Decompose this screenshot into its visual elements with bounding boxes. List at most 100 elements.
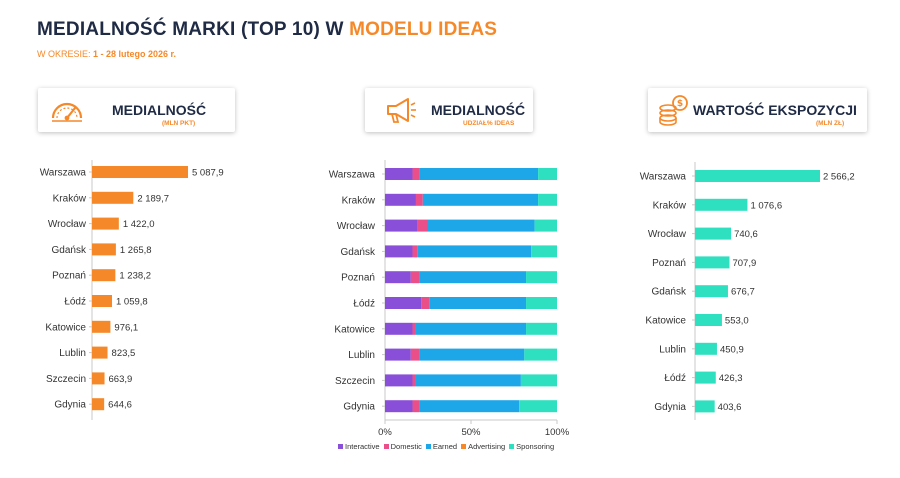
legend-swatch	[425, 444, 431, 449]
legend-label: Advertising	[468, 442, 506, 451]
bar	[92, 217, 119, 230]
bar-segment	[385, 348, 411, 361]
card-medialnosc-pkt: MEDIALNOŚĆ (MLN PKT)	[38, 88, 235, 132]
card-title: WARTOŚĆ EKSPOZYCJI	[693, 102, 857, 118]
bar-segment	[519, 400, 557, 413]
bar-segment	[417, 219, 428, 232]
bar-segment	[412, 168, 420, 180]
bar-segment	[520, 374, 557, 387]
value-label: 644,6	[108, 400, 132, 411]
value-label: 976,1	[114, 322, 138, 333]
svg-text:$: $	[677, 99, 683, 109]
value-label: 740,6	[734, 229, 758, 240]
bar	[92, 295, 112, 307]
card-title: MEDIALNOŚĆ	[431, 102, 526, 118]
card-unit: (MLN PKT)	[162, 120, 196, 127]
legend-label: Domestic	[390, 442, 422, 451]
category-label: Łódź	[353, 299, 375, 310]
bar-segment	[526, 297, 557, 309]
category-label: Lublin	[59, 348, 86, 359]
x-tick-label: 50%	[461, 427, 481, 438]
bar-segment	[385, 219, 418, 232]
bar-segment	[410, 271, 420, 284]
category-label: Kraków	[653, 200, 687, 211]
megaphone-icon	[387, 98, 416, 123]
bar-segment	[410, 348, 420, 361]
legend-item: Interactive	[338, 442, 380, 451]
speedometer-icon	[51, 102, 83, 122]
category-label: Poznań	[652, 258, 686, 269]
category-label: Katowice	[645, 316, 686, 327]
value-label: 553,0	[725, 316, 749, 327]
bar-segment	[524, 348, 557, 361]
bar-segment	[422, 193, 539, 206]
bar	[92, 398, 105, 411]
card-medialnosc-udzial: MEDIALNOŚĆ UDZIAŁ% IDEAS	[365, 88, 533, 132]
legend-swatch	[383, 444, 389, 449]
bar-segment	[412, 374, 416, 387]
value-label: 2 189,7	[137, 193, 169, 204]
value-label: 663,9	[109, 374, 133, 385]
bar	[92, 269, 116, 282]
category-label: Kraków	[53, 193, 87, 204]
coins-icon: $	[659, 95, 688, 126]
bar-segment	[421, 297, 430, 309]
bar-segment	[534, 219, 557, 232]
bar-segment	[526, 271, 557, 284]
bar-segment	[415, 374, 521, 387]
category-label: Warszawa	[640, 172, 687, 183]
page-title: MEDIALNOŚĆ MARKI (TOP 10) W MODELU IDEAS	[37, 19, 497, 41]
subtitle-range: 1 - 28 lutego 2026 r.	[93, 49, 177, 59]
value-label: 676,7	[731, 287, 755, 298]
category-label: Gdynia	[654, 402, 686, 413]
bar-segment	[419, 271, 527, 284]
category-label: Gdańsk	[52, 245, 87, 256]
card-wartosc-ekspozycji: $ WARTOŚĆ EKSPOZYCJI (MLN ZŁ)	[648, 88, 867, 132]
category-label: Katowice	[45, 322, 86, 333]
bar-segment	[385, 193, 416, 206]
legend-label: Earned	[432, 442, 458, 451]
card-title: MEDIALNOŚĆ	[112, 102, 207, 118]
bar-segment	[385, 271, 411, 284]
bar-segment	[385, 374, 413, 387]
category-label: Lublin	[659, 344, 686, 355]
bar-segment	[428, 219, 535, 232]
category-label: Gdańsk	[341, 247, 376, 258]
category-label: Szczecin	[46, 374, 86, 385]
x-tick-label: 0%	[378, 427, 392, 438]
bar-segment	[385, 400, 413, 413]
category-label: Poznań	[52, 271, 86, 282]
bar-segment	[415, 322, 527, 335]
bar	[92, 346, 108, 359]
bar-segment	[412, 245, 418, 258]
bar-segment	[417, 245, 532, 258]
category-label: Warszawa	[40, 168, 87, 179]
title-accent: MODELU IDEAS	[349, 19, 498, 40]
category-label: Łódź	[664, 373, 686, 384]
legend-label: Interactive	[345, 442, 380, 451]
bar	[92, 243, 116, 256]
bar-segment	[419, 348, 525, 361]
legend-swatch	[509, 444, 515, 449]
bar-segment	[412, 400, 420, 413]
bar-segment	[385, 245, 413, 258]
bar-segment	[385, 297, 422, 309]
bar-segment	[526, 322, 557, 335]
category-label: Kraków	[342, 195, 376, 206]
bar-segment	[429, 297, 527, 309]
value-label: 1 265,8	[120, 245, 152, 256]
value-label: 1 422,0	[123, 219, 155, 230]
bar	[92, 320, 111, 333]
chart-legend: Interactive Domestic Earned Advertising Spon…	[338, 442, 554, 451]
legend-item: Earned	[425, 442, 458, 451]
bar	[695, 198, 748, 211]
category-label: Łódź	[64, 297, 86, 308]
legend-item: Advertising	[461, 442, 505, 451]
bar-segment	[531, 245, 557, 258]
bar	[695, 227, 732, 240]
value-label: 823,5	[112, 348, 136, 359]
category-label: Gdańsk	[652, 287, 687, 298]
bar-segment	[385, 322, 413, 335]
category-label: Wrocław	[648, 229, 687, 240]
value-label: 1 059,8	[116, 297, 148, 308]
